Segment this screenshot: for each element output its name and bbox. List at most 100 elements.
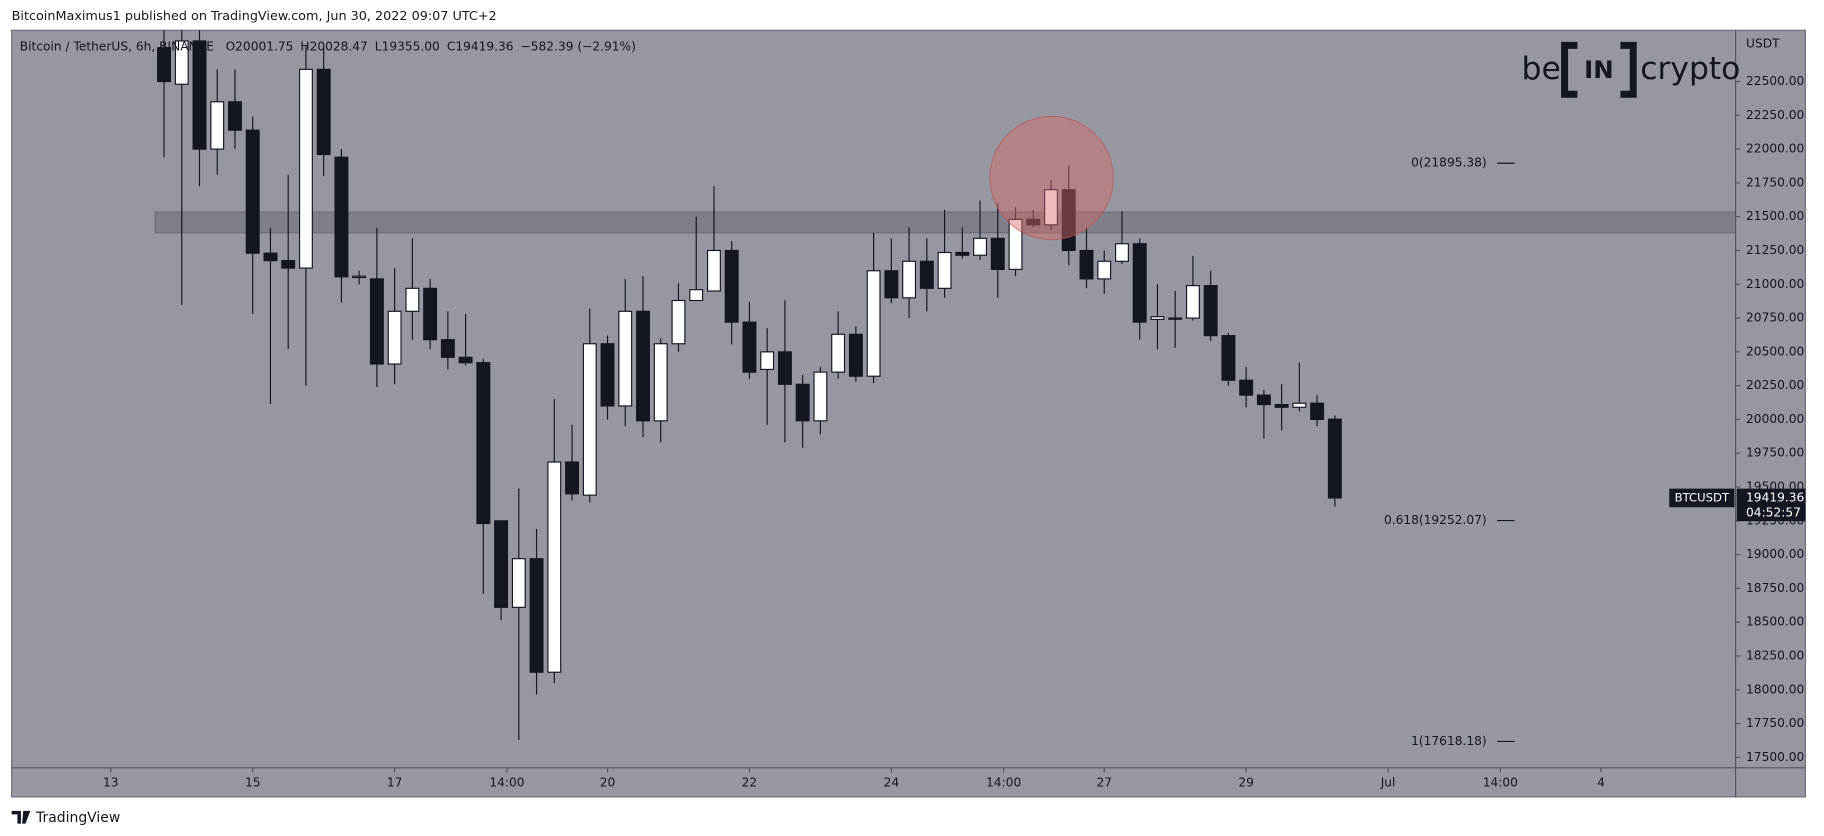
y-tick-label: 19750.00: [1746, 446, 1804, 460]
candle-body: [848, 333, 863, 377]
candle-body: [653, 343, 668, 422]
x-tick-label: 4: [1597, 775, 1605, 789]
candle-body: [1115, 243, 1129, 262]
candle-body: [1327, 418, 1342, 499]
x-tick-label: 13: [103, 775, 119, 789]
y-tick-label: 17500.00: [1746, 750, 1804, 764]
footer-logo: TradingView: [11, 810, 120, 826]
countdown-label: 04:52:57: [1746, 506, 1801, 520]
ohlc-key: L: [375, 39, 382, 53]
candle-body: [298, 68, 313, 269]
candle-body: [600, 343, 615, 407]
y-tick-label: 18000.00: [1746, 682, 1804, 696]
candle-body: [334, 156, 349, 278]
resistance-zone: [154, 211, 1736, 234]
footer-text: TradingView: [35, 810, 120, 826]
candle-body: [1132, 243, 1147, 323]
candle-body: [636, 310, 650, 422]
candle-body: [423, 287, 438, 341]
candle-body: [902, 260, 917, 299]
candle-body: [245, 129, 260, 254]
legend-header: Bitcoin / TetherUS, 6h, BINANCE O20001.75…: [20, 39, 636, 53]
y-tick-label: 18250.00: [1746, 649, 1804, 663]
candle-body: [157, 47, 171, 83]
candle-body: [955, 251, 970, 256]
tv-icon: [11, 810, 31, 824]
candle-body: [742, 321, 757, 373]
logo-text: be: [1522, 51, 1561, 87]
ohlc-value: 19355.00: [382, 39, 440, 53]
candle-body: [458, 356, 473, 364]
y-tick-label: 21500.00: [1746, 209, 1804, 223]
candle-body: [1079, 249, 1094, 280]
x-tick-label: 14:00: [1483, 775, 1518, 789]
currency-label: USDT: [1746, 37, 1780, 51]
price-tag: [1736, 488, 1806, 522]
ohlc-value: 19419.36: [455, 39, 513, 53]
candle-body: [760, 351, 775, 371]
candle-body: [565, 461, 580, 495]
ohlc-key: C: [447, 39, 456, 53]
y-tick-label: 18500.00: [1746, 615, 1804, 629]
candle-body: [618, 310, 633, 407]
candle-body: [405, 287, 420, 312]
candle-body: [706, 249, 721, 292]
publish-note: BitcoinMaximus1 published on TradingView…: [12, 9, 497, 24]
candle-body: [1061, 189, 1076, 252]
candle-body: [1256, 394, 1271, 406]
ohlc-value: 20028.47: [310, 39, 368, 53]
candle-body: [1026, 218, 1041, 226]
candle-body: [1203, 285, 1218, 337]
candle-body: [1168, 317, 1183, 320]
change: −582.39 (−2.91%): [521, 39, 636, 53]
candle-body: [494, 520, 509, 608]
y-tick-label: 20500.00: [1746, 344, 1804, 358]
y-tick-label: 17750.00: [1746, 716, 1804, 730]
ohlc-key: O: [226, 39, 236, 53]
candle-body: [228, 101, 242, 131]
price-tag-label: 19419.36: [1746, 490, 1804, 504]
x-tick-label: 22: [742, 775, 758, 789]
candle-body: [1097, 260, 1112, 280]
x-tick-label: Jul: [1380, 775, 1396, 789]
candle-body: [1221, 335, 1236, 381]
candle-body: [1310, 402, 1325, 421]
candle-body: [884, 270, 899, 299]
candle-body: [919, 260, 934, 289]
candle-body: [831, 333, 846, 373]
logo-text: IN: [1584, 55, 1614, 84]
logo-brackets: [1561, 41, 1637, 98]
candle-body: [1292, 402, 1307, 408]
y-tick-label: 21750.00: [1746, 175, 1804, 189]
symbol: Bitcoin / TetherUS, 6h, BINANCE: [20, 39, 214, 53]
x-tick-label: 14:00: [489, 775, 524, 789]
symbol-tag-label: BTCUSDT: [1675, 490, 1730, 504]
candle-body: [1274, 403, 1289, 408]
highlight-circle: [989, 115, 1114, 241]
y-tick-label: 20000.00: [1746, 412, 1804, 426]
candle-body: [813, 371, 828, 422]
candle-body: [1185, 285, 1200, 319]
y-tick-label: 19000.00: [1746, 547, 1804, 561]
candle-body: [671, 299, 686, 345]
y-tick-label: 18750.00: [1746, 581, 1804, 595]
symbol-tag: [1669, 488, 1735, 508]
candle-body: [511, 558, 526, 608]
x-tick-label: 17: [387, 775, 403, 789]
plot-area: [154, 30, 1736, 740]
candle-body: [210, 101, 225, 150]
candle-body: [689, 289, 704, 302]
y-tick-label: 20250.00: [1746, 378, 1804, 392]
candle-body: [352, 275, 367, 279]
candle-body: [476, 362, 491, 525]
candle-body: [724, 249, 739, 323]
y-tick-label: 20750.00: [1746, 311, 1804, 325]
y-tick-label: 22500.00: [1746, 74, 1804, 88]
candle-body: [866, 270, 881, 377]
y-tick-label: 21000.00: [1746, 277, 1804, 291]
candle-body: [263, 252, 278, 262]
candle-body: [1044, 189, 1058, 226]
overlay: 0(21895.38) 0.618(19252.07) 1(17618.18) Bit…: [20, 39, 1515, 748]
fib-label: 0(21895.38): [1411, 156, 1487, 170]
